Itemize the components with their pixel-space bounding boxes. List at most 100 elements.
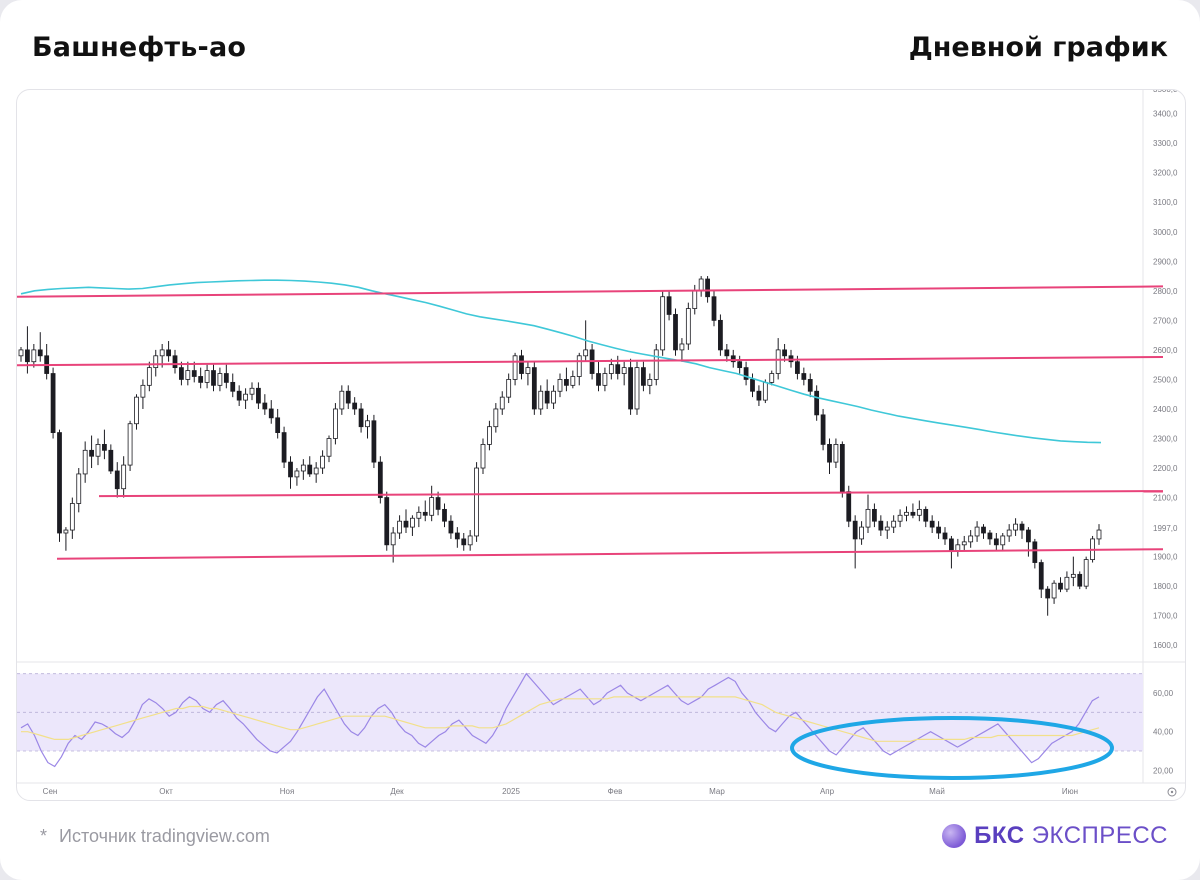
price-tick-label: 1997,0 — [1153, 524, 1178, 533]
candle-body — [467, 535, 473, 546]
candle-body — [820, 414, 826, 445]
candle-body — [422, 511, 428, 516]
candle-body — [602, 373, 608, 386]
candle-body — [724, 349, 730, 357]
time-tick-label: Май — [929, 787, 945, 796]
chart-title: Башнефть-ао — [32, 32, 247, 63]
price-tick-label: 3100,0 — [1153, 198, 1178, 207]
candle-body — [814, 390, 820, 416]
candle-body — [275, 417, 281, 433]
price-tick-label: 1800,0 — [1153, 582, 1178, 591]
candle-body — [955, 544, 961, 552]
brand-logo-icon — [942, 824, 967, 848]
candle-body — [673, 314, 678, 351]
candle-body — [647, 379, 653, 386]
candle-body — [300, 464, 306, 472]
candle-body — [660, 296, 666, 351]
candle-body — [762, 381, 768, 401]
candle-body — [307, 464, 313, 475]
chart-svg[interactable]: 3400,0 3300,0 3200,0 3100,0 3000,0 2900,0 2800… — [17, 90, 1185, 800]
candle-body — [1026, 529, 1031, 543]
candle-body — [897, 514, 903, 522]
candle-body — [506, 379, 512, 398]
candle-body — [878, 520, 884, 531]
source-text: Источник tradingview.com — [59, 826, 270, 846]
chart-frame[interactable]: 3400,0 3300,0 3200,0 3100,0 3000,0 2900,0 2800… — [16, 89, 1186, 801]
price-tick-label: 2900,0 — [1153, 257, 1178, 266]
candle-body — [358, 408, 364, 428]
candle-body — [775, 349, 781, 374]
candle-body — [442, 508, 447, 522]
candle-body — [108, 449, 114, 472]
candle-body — [961, 541, 967, 546]
candle-body — [37, 349, 43, 357]
price-tick-label: 2100,0 — [1153, 494, 1178, 503]
candle-body — [499, 396, 505, 410]
candle-body — [281, 432, 287, 463]
candle-body — [429, 497, 435, 516]
candle-body — [833, 444, 839, 463]
time-tick-label: 2025 — [502, 787, 520, 796]
candle-body — [621, 367, 627, 374]
candle-body — [743, 367, 749, 380]
price-tick-label: 3300,0 — [1153, 139, 1178, 148]
candle-body — [397, 520, 402, 534]
support-resistance-level — [17, 285, 1164, 298]
candle-body — [730, 355, 736, 363]
candle-body — [705, 278, 710, 298]
candle-body — [916, 508, 922, 516]
candle-body — [692, 290, 698, 309]
candle-body — [474, 467, 479, 537]
candle-body — [134, 396, 139, 425]
price-tick-label: 2600,0 — [1153, 346, 1178, 355]
candle-body — [923, 508, 929, 522]
candle-body — [223, 373, 229, 383]
candle-body — [974, 526, 980, 537]
candle-body — [198, 376, 204, 383]
candle-body — [230, 381, 236, 392]
candle-body — [544, 390, 550, 404]
candle-body — [583, 349, 589, 357]
candle-body — [942, 532, 948, 540]
rsi-tick-label: 20,00 — [1153, 766, 1174, 775]
candle-body — [968, 535, 974, 543]
candle-body — [718, 319, 723, 351]
candle-body — [737, 361, 743, 369]
candle-body — [185, 370, 191, 380]
candle-body — [846, 491, 852, 522]
rsi-ma-line — [21, 696, 1100, 742]
settings-gear-center — [1170, 790, 1174, 794]
candle-body — [641, 367, 646, 386]
candle-body — [801, 373, 807, 380]
candle-body — [865, 508, 871, 528]
candle-body — [653, 349, 659, 380]
candle-body — [377, 461, 383, 498]
candle-body — [1058, 582, 1063, 590]
candle-body — [371, 420, 377, 463]
time-tick-label: Дек — [390, 787, 404, 796]
candle-body — [1070, 573, 1076, 578]
candle-body — [936, 526, 941, 534]
candle-body — [365, 420, 370, 428]
candle-body — [685, 308, 691, 345]
candle-body — [243, 393, 248, 401]
candle-body — [262, 402, 268, 410]
candle-body — [89, 449, 94, 457]
candle-body — [339, 390, 345, 410]
candle-body — [102, 444, 107, 451]
candle-body — [1064, 576, 1070, 590]
price-tick-label: 3000,0 — [1153, 228, 1178, 237]
candle-body — [320, 455, 325, 469]
candle-body — [576, 355, 582, 377]
candle-body — [268, 408, 274, 419]
candle-body — [827, 444, 832, 463]
candle-body — [57, 432, 62, 534]
candle-body — [1051, 582, 1057, 599]
time-tick-label: Фев — [608, 787, 623, 796]
candle-body — [1006, 529, 1012, 537]
candle-body — [313, 467, 319, 475]
candle-body — [1083, 559, 1089, 587]
candle-body — [839, 444, 845, 493]
price-tick-label: 3200,0 — [1153, 169, 1178, 178]
price-tick-label: 2200,0 — [1153, 464, 1178, 473]
